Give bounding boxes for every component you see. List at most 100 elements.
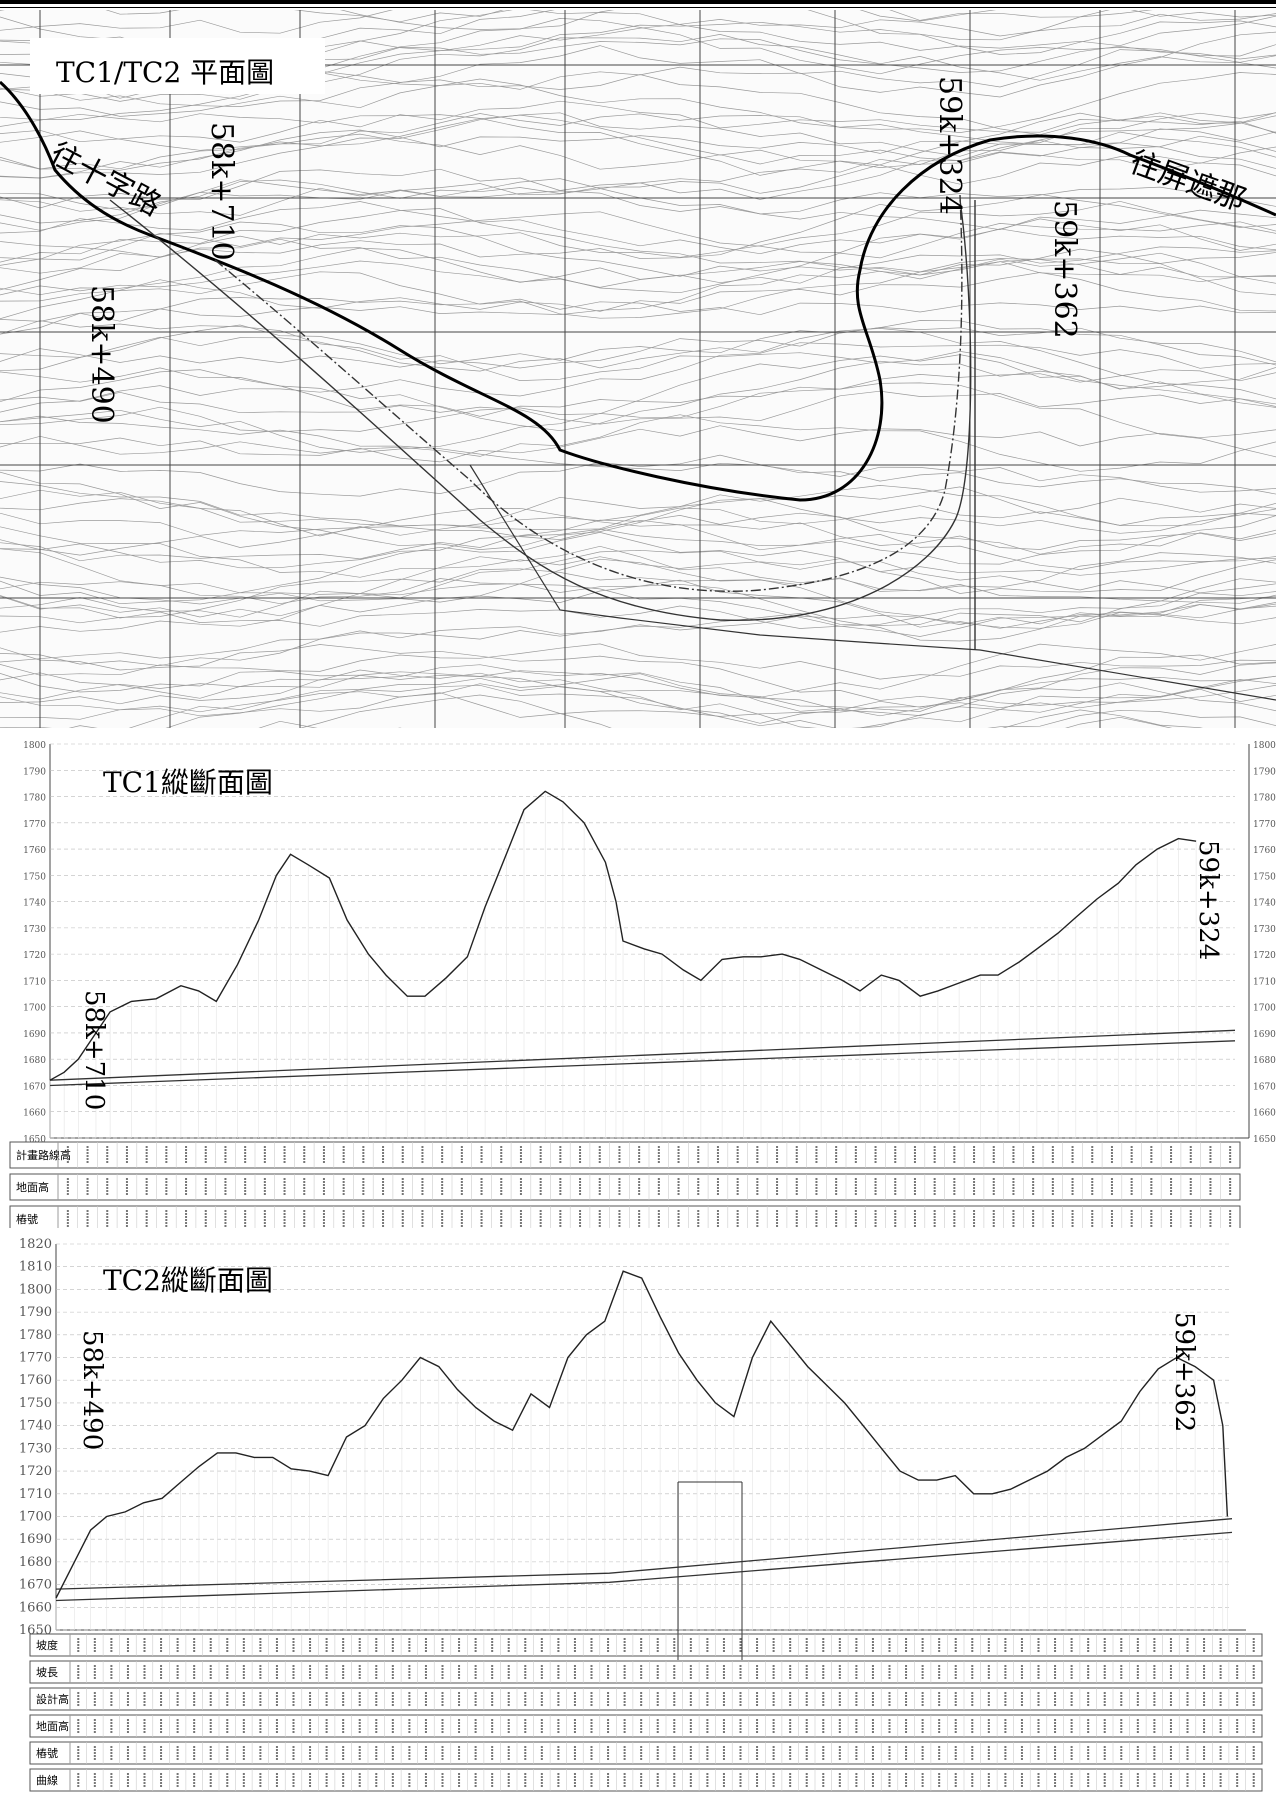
contour-line xyxy=(0,10,997,34)
y-tick-label: 1700 xyxy=(19,1509,52,1524)
y-tick-label: 1760 xyxy=(23,846,46,856)
top-rule-thin xyxy=(0,7,1276,8)
contour-line xyxy=(0,583,1276,642)
y-tick-label: 1820 xyxy=(19,1237,52,1252)
y-tick-label-right: 1700 xyxy=(1253,1004,1276,1014)
contour-line xyxy=(0,258,1276,319)
y-tick-label-right: 1780 xyxy=(1253,794,1276,804)
contour-line xyxy=(0,526,1276,594)
contour-line xyxy=(0,643,1276,680)
contour-line xyxy=(0,260,1276,296)
contour-line xyxy=(0,34,1276,102)
tc1-end-label: 59k+324 xyxy=(1193,840,1223,960)
contour-line xyxy=(0,612,1276,663)
contour-line xyxy=(0,673,1276,728)
contour-line xyxy=(0,252,1276,335)
contour-line xyxy=(0,507,1276,565)
y-tick-label-right: 1800 xyxy=(1253,741,1276,751)
table-row xyxy=(9,1141,1241,1169)
y-tick-label: 1750 xyxy=(19,1396,52,1411)
contour-line xyxy=(0,13,1276,120)
contour-line xyxy=(0,221,1276,284)
contour-line xyxy=(0,425,1276,463)
contour-line xyxy=(0,674,1276,716)
contour-line xyxy=(0,369,1276,453)
contour-line xyxy=(0,44,1276,107)
contour-line xyxy=(0,369,1276,458)
y-tick-label-right: 1680 xyxy=(1253,1056,1276,1066)
contour-line xyxy=(340,10,1276,30)
y-tick-label: 1800 xyxy=(23,741,46,751)
contour-line xyxy=(0,512,1276,562)
y-tick-label: 1790 xyxy=(19,1305,52,1320)
y-tick-label: 1740 xyxy=(19,1419,52,1434)
contour-line xyxy=(0,360,1276,432)
table-row xyxy=(29,1687,1263,1711)
tc2-ground-line xyxy=(55,1270,1229,1599)
contour-line xyxy=(0,390,1276,425)
contour-line xyxy=(0,576,1276,629)
contour-line xyxy=(0,211,1276,266)
y-tick-label: 1770 xyxy=(23,820,46,830)
y-tick-label: 1690 xyxy=(23,1030,46,1040)
y-tick-label-right: 1690 xyxy=(1253,1030,1276,1040)
y-tick-label: 1810 xyxy=(19,1260,52,1275)
y-tick-label: 1740 xyxy=(23,899,46,909)
contour-line xyxy=(0,100,1276,143)
contour-line xyxy=(0,72,1276,151)
contour-line xyxy=(0,669,1173,728)
contour-line xyxy=(0,568,1276,624)
contour-line xyxy=(299,675,1276,728)
table-row-label: 設計高 xyxy=(36,1692,69,1706)
table-row-label: 樁號 xyxy=(16,1213,38,1226)
contour-line xyxy=(0,246,1276,296)
y-tick-label: 1720 xyxy=(23,951,46,961)
contour-line xyxy=(0,320,1276,408)
contour-line xyxy=(68,684,1276,728)
tc1-alignment xyxy=(214,194,963,592)
tc2-design-upper xyxy=(55,1518,1233,1590)
y-tick-label: 1800 xyxy=(19,1282,52,1297)
y-tick-label: 1750 xyxy=(23,872,46,882)
tc2-end-label: 59k+362 xyxy=(1169,1312,1199,1432)
contour-line xyxy=(0,498,1276,531)
y-tick-label: 1780 xyxy=(19,1328,52,1343)
y-tick-label: 1700 xyxy=(23,1004,46,1014)
contour-line xyxy=(0,324,1276,365)
y-tick-label: 1650 xyxy=(23,1135,46,1145)
table-row xyxy=(9,1173,1241,1201)
contour-line xyxy=(0,151,1276,224)
tc2-start-label: 58k+490 xyxy=(77,1330,107,1450)
tc2-profile: 1820 1810 1800 1790 1780 1770 1760 1750 1740 1730… xyxy=(0,1230,1276,1794)
y-tick-label-right: 1710 xyxy=(1253,977,1276,987)
y-tick-label: 1660 xyxy=(19,1600,52,1615)
y-tick-label: 1670 xyxy=(23,1082,46,1092)
contour-line xyxy=(0,670,1276,717)
y-tick-label: 1760 xyxy=(19,1373,52,1388)
contour-line xyxy=(0,201,1276,255)
y-tick-label: 1710 xyxy=(19,1487,52,1502)
contour-line xyxy=(0,594,1276,637)
table-row-label: 樁號 xyxy=(36,1747,58,1760)
contour-line xyxy=(0,512,1276,550)
y-tick-label-right: 1650 xyxy=(1253,1135,1276,1145)
tc1-design-upper xyxy=(49,1029,1236,1081)
contour-line xyxy=(0,208,1276,276)
y-tick-label-right: 1670 xyxy=(1253,1082,1276,1092)
contour-line xyxy=(987,709,1276,728)
plan-background xyxy=(0,10,1276,728)
y-tick-label: 1660 xyxy=(23,1109,46,1119)
table-row xyxy=(29,1741,1263,1765)
tc1-y-ticks: 1800 1800 1790 1790 1780 1780 1770 1770 1760 1760… xyxy=(23,741,1276,1145)
contour-line xyxy=(0,548,1276,604)
contour-line xyxy=(0,354,1276,433)
plan-view: TC1/TC2 平面圖 往十字路 往屏遮那 58k+710 58k+490 59… xyxy=(0,10,1276,728)
contour-line xyxy=(0,528,1276,570)
y-tick-label: 1680 xyxy=(19,1555,52,1570)
y-tick-label-right: 1720 xyxy=(1253,951,1276,961)
y-tick-label: 1730 xyxy=(19,1441,52,1456)
y-tick-label: 1790 xyxy=(23,767,46,777)
table-row xyxy=(29,1768,1263,1792)
contour-line xyxy=(0,644,1276,701)
